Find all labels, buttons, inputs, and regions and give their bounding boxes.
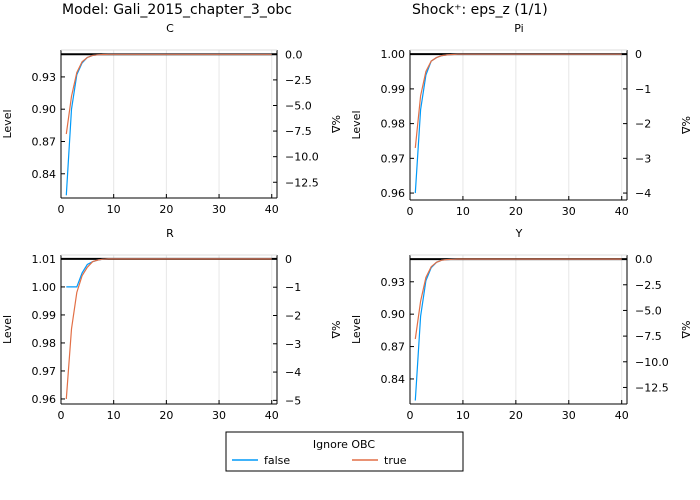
y-tick-label: 0.93: [32, 71, 57, 84]
y-right-tick-label: −10.0: [285, 151, 319, 164]
x-tick-label: 30: [562, 409, 576, 422]
y-right-tick-label: −1: [285, 281, 301, 294]
x-tick-label: 20: [509, 409, 523, 422]
series-line-true: [414, 258, 622, 340]
y-tick-label: 0.84: [381, 373, 406, 386]
y-right-tick-label: −7.5: [635, 330, 662, 343]
y-tick-label: 0.99: [32, 309, 57, 322]
panel-title: C: [166, 22, 174, 35]
y-tick-label: 0.93: [381, 276, 406, 289]
series-line-true: [414, 53, 622, 148]
panel-title: R: [166, 227, 174, 240]
series-line-false: [65, 53, 272, 196]
series-line-false: [66, 258, 272, 288]
y-right-tick-label: −3: [635, 152, 651, 165]
y-right-tick-label: −5: [285, 394, 301, 407]
y-axis-label: Level: [1, 109, 14, 138]
y-tick-label: 0.97: [381, 152, 406, 165]
y-axis-label: Level: [350, 110, 363, 139]
y-axis-label: Level: [350, 315, 363, 344]
y-tick-label: 0.96: [32, 393, 57, 406]
x-tick-label: 30: [212, 409, 226, 422]
y-axis-label: Level: [1, 315, 14, 344]
x-tick-label: 10: [456, 205, 470, 218]
series-line-true: [65, 53, 272, 135]
y-tick-label: 1.00: [32, 281, 57, 294]
x-tick-label: 30: [212, 203, 226, 216]
y-right-tick-label: −7.5: [285, 125, 312, 138]
y-right-tick-label: −3: [285, 338, 301, 351]
y-right-tick-label: −5.0: [285, 99, 312, 112]
y-right-tick-label: −2: [285, 309, 301, 322]
suptitle-model: Model: Gali_2015_chapter_3_obc: [62, 2, 292, 18]
y-right-tick-label: −4: [635, 187, 651, 200]
y-right-tick-label: −2.5: [285, 74, 312, 87]
legend: Ignore OBC false true: [225, 431, 464, 472]
y-tick-label: 0.98: [32, 337, 57, 350]
x-tick-label: 30: [562, 205, 576, 218]
x-tick-label: 10: [107, 409, 121, 422]
x-tick-label: 40: [265, 409, 279, 422]
y-tick-label: 0.97: [32, 365, 57, 378]
legend-label-false: false: [264, 454, 290, 467]
panel-title: Pi: [514, 22, 523, 35]
y-right-tick-label: −2.5: [635, 279, 662, 292]
series-line-true: [65, 258, 272, 400]
y-right-axis-label: %Δ: [329, 321, 342, 339]
y-right-tick-label: 0: [635, 48, 642, 61]
y-tick-label: 0.87: [381, 341, 406, 354]
legend-title: Ignore OBC: [313, 438, 375, 451]
y-right-tick-label: 0.0: [285, 48, 303, 61]
x-tick-label: 40: [265, 203, 279, 216]
y-tick-label: 0.96: [381, 187, 406, 200]
x-tick-label: 0: [407, 205, 414, 218]
x-tick-label: 40: [615, 409, 629, 422]
y-tick-label: 1.01: [32, 253, 57, 266]
y-tick-label: 0.90: [381, 308, 406, 321]
series-line-false: [414, 258, 622, 401]
x-tick-label: 0: [58, 409, 65, 422]
suptitle-shock: Shock⁺: eps_z (1/1): [412, 2, 548, 18]
y-right-tick-label: −2: [635, 118, 651, 131]
y-right-tick-label: −12.5: [285, 176, 319, 189]
y-right-axis-label: %Δ: [679, 321, 692, 339]
series-line-false: [414, 53, 622, 194]
y-tick-label: 1.00: [381, 48, 406, 61]
x-tick-label: 20: [509, 205, 523, 218]
legend-label-true: true: [384, 454, 407, 467]
y-right-tick-label: −5.0: [635, 304, 662, 317]
panel-r: R 0 10 20 30 40 0.96 0.97 0.98 0.99 1.00 1.01 0 −1 −2 −…: [1, 227, 342, 422]
y-right-tick-label: 0.0: [635, 253, 653, 266]
legend-box: [225, 431, 464, 472]
y-right-tick-label: −12.5: [635, 381, 669, 394]
y-right-axis-label: %Δ: [679, 116, 692, 134]
x-tick-label: 20: [159, 203, 173, 216]
x-tick-label: 10: [107, 203, 121, 216]
x-tick-label: 0: [407, 409, 414, 422]
panel-y: Y 0 10 20 30 40 0.84 0.87 0.90 0.93 0.0 −2.5 −5.0 −7.…: [350, 227, 692, 422]
y-tick-label: 0.98: [381, 118, 406, 131]
panel-c: C 0 10 20 30 40 0.84 0.87 0.90 0.93 0.0 −2.5 −5.0 −7.…: [1, 22, 342, 216]
x-tick-label: 40: [615, 205, 629, 218]
y-right-tick-label: 0: [285, 253, 292, 266]
x-tick-label: 0: [58, 203, 65, 216]
y-tick-label: 0.99: [381, 83, 406, 96]
x-tick-label: 20: [159, 409, 173, 422]
y-tick-label: 0.90: [32, 103, 57, 116]
y-right-axis-label: %Δ: [329, 115, 342, 133]
y-right-tick-label: −10.0: [635, 356, 669, 369]
y-right-tick-label: −4: [285, 366, 301, 379]
panel-title: Y: [515, 227, 523, 240]
y-tick-label: 0.84: [32, 168, 57, 181]
y-right-tick-label: −1: [635, 83, 651, 96]
panel-pi: Pi 0 10 20 30 40 0.96 0.97 0.98 0.99 1.00 0 −1 −2 −3 −4…: [350, 22, 692, 218]
x-tick-label: 10: [456, 409, 470, 422]
y-tick-label: 0.87: [32, 135, 57, 148]
